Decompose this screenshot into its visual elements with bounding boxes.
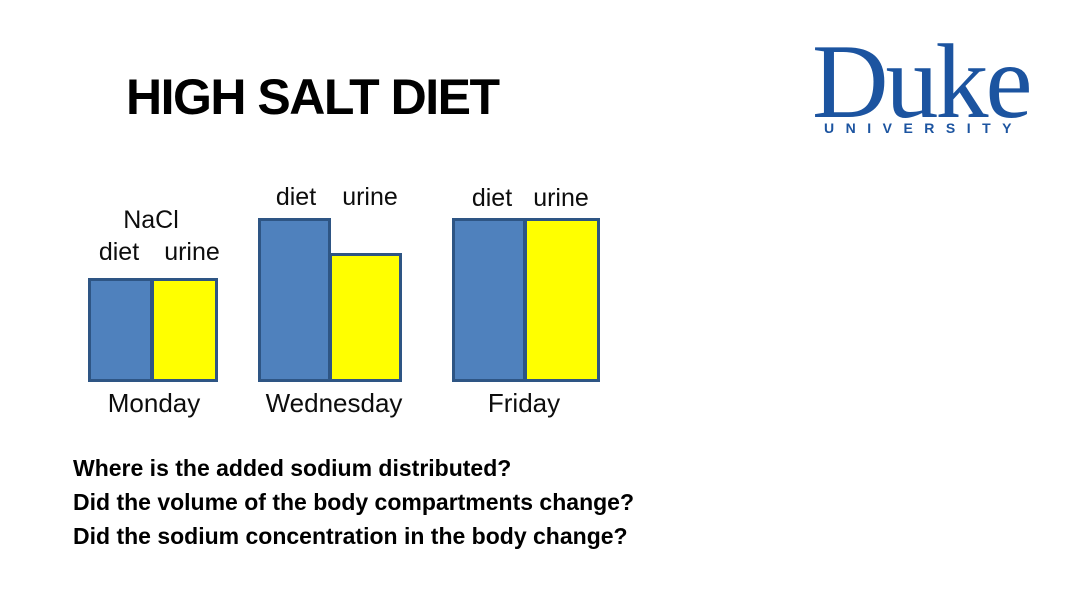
wednesday-diet-label: diet	[275, 183, 317, 211]
question-2: Did the volume of the body compartments …	[73, 489, 635, 515]
question-list: Where is the added sodium distributed? D…	[73, 451, 634, 553]
bar-monday-diet	[88, 278, 153, 382]
bar-friday-urine	[524, 218, 600, 382]
bar-wednesday-urine	[329, 253, 402, 382]
day-label-wednesday: Wednesday	[265, 388, 403, 418]
day-label-monday: Monday	[107, 388, 201, 418]
friday-diet-label: diet	[471, 184, 513, 212]
question-3: Did the sodium concentration in the body…	[73, 523, 628, 549]
duke-university-subtext: UNIVERSITY	[824, 120, 1024, 136]
day-label-friday: Friday	[487, 388, 561, 418]
duke-wordmark-text: Duke	[812, 23, 1033, 140]
wednesday-urine-label: urine	[342, 183, 398, 211]
page-title: HIGH SALT DIET	[126, 69, 500, 125]
monday-urine-label: urine	[164, 238, 220, 266]
bar-monday-urine	[151, 278, 218, 382]
friday-urine-label: urine	[533, 184, 589, 212]
monday-diet-label: diet	[98, 238, 140, 266]
question-1: Where is the added sodium distributed?	[73, 455, 512, 481]
chart-nacl-label: NaCl	[123, 206, 179, 234]
bar-wednesday-diet	[258, 218, 331, 382]
bar-friday-diet	[452, 218, 526, 382]
